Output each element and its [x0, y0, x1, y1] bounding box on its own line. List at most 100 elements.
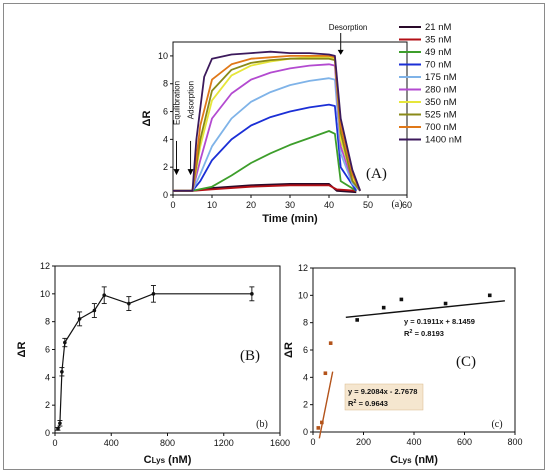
a-x-tick-label-6: 60	[402, 200, 412, 210]
panel-b-chart: 0 400 800 1200 1600 0 2 4 6 8 10 12 (B) (b) CLys (n…	[16, 261, 290, 466]
b-x-tick-label-4: 1600	[270, 438, 290, 448]
panel-a-legend-label-2: 49 nM	[425, 47, 451, 58]
c-x-tick-label-0: 0	[310, 437, 315, 447]
panel-a-y-axis-title: ΔR	[141, 111, 153, 127]
panel-a-series-line-9	[173, 50, 362, 192]
panel-a-annotation-desorption: Desorption	[329, 23, 368, 32]
panel-c-letter: (C)	[456, 354, 476, 370]
panel-b-point-8	[151, 292, 156, 296]
panel-b-point-6	[102, 293, 107, 298]
panel-a-annotation-arrowhead-0	[173, 169, 180, 176]
panel-c-fit-r2-high: R2 = 0.8193	[404, 329, 444, 338]
panel-b-point-3	[63, 340, 67, 345]
panel-b-data	[55, 285, 255, 431]
panel-b-point-0	[56, 427, 60, 431]
a-x-tick-label-2: 20	[246, 200, 256, 210]
panel-c-point-1-0	[355, 318, 359, 322]
panel-c-point-1-3	[443, 301, 448, 306]
panel-a-letter: (A)	[366, 166, 387, 182]
panel-b-point-5	[92, 308, 97, 313]
panel-a-axes: 0 10 20 30 40 50 60 0 2 4 6 8 10	[158, 51, 412, 210]
panel-c-point-1-4	[487, 293, 492, 298]
c-x-tick-label-1: 200	[356, 437, 371, 447]
panel-a-x-axis-title: Time (min)	[262, 213, 318, 225]
b-y-tick-label-1: 2	[45, 400, 50, 410]
c-x-tick-label-2: 400	[406, 437, 421, 447]
panel-c-fit-equation-low-line: y = 9.2084x - 2.7678	[348, 387, 417, 396]
panel-b-x-axis-title-sub: Lys	[152, 456, 166, 465]
panel-a-series-line-3	[173, 103, 358, 192]
a-y-tick-label-2: 4	[163, 134, 168, 144]
panel-a-legend-label-6: 350 nM	[425, 97, 457, 108]
panel-a-series-line-2	[173, 130, 357, 192]
panel-c-x-axis-title-unit: (nM)	[412, 454, 439, 466]
a-x-tick-label-4: 40	[324, 200, 334, 210]
panel-a-legend-label-7: 525 nM	[425, 110, 457, 121]
panel-c-sublabel: (c)	[491, 419, 502, 430]
panel-b-letter: (B)	[240, 348, 260, 364]
panel-c-y-axis-title: ΔR	[283, 342, 295, 358]
a-x-tick-label-3: 30	[285, 200, 295, 210]
panel-c-chart: 0 200 400 600 800 0 2 4 6 8 10 12 y = 9.2084x - 2.7…	[283, 263, 523, 466]
b-y-tick-label-4: 8	[45, 317, 50, 327]
panel-a-series-lines	[173, 50, 362, 194]
a-y-tick-label-1: 2	[163, 162, 168, 172]
panel-a-legend-label-5: 280 nM	[425, 85, 457, 96]
panel-a-annotation-arrowhead-1	[187, 169, 194, 176]
panel-c-fit-line-0	[318, 371, 334, 439]
panel-c-x-axis-title-sub: Lys	[398, 456, 412, 465]
b-x-tick-label-2: 800	[160, 438, 175, 448]
c-y-tick-label-5: 10	[298, 290, 308, 300]
panel-a-legend-label-1: 35 nM	[425, 35, 451, 46]
a-x-tick-label-0: 0	[170, 200, 175, 210]
panel-b-point-9	[250, 292, 254, 296]
c-x-tick-label-4: 800	[507, 437, 522, 447]
a-y-tick-label-3: 6	[163, 107, 168, 117]
panel-a-chart: 0 10 20 30 40 50 60 0 2 4 6 8 10 Equilibration Adsorp…	[141, 22, 462, 225]
c-x-tick-label-3: 600	[457, 437, 472, 447]
panel-c-fit-r2-high-value: = 0.8193	[412, 329, 444, 338]
panel-b-point-1	[58, 421, 62, 426]
panel-a-legend-label-4: 175 nM	[425, 72, 457, 83]
panel-c-point-0-1	[320, 420, 324, 425]
panel-c-fit-equation-high-line: y = 0.1911x + 8.1459	[404, 317, 475, 326]
c-y-tick-label-6: 12	[298, 263, 308, 273]
panel-c-fit-r2-high-exp: 2	[409, 329, 412, 335]
c-y-tick-label-4: 8	[303, 318, 308, 328]
panel-c-fit-line-1	[345, 300, 505, 318]
panel-c-fit-r2-low-main: R	[348, 399, 354, 408]
panel-c-fit-r2-high-main: R	[404, 329, 410, 338]
panel-b-sublabel: (b)	[256, 419, 268, 430]
panel-b-y-axis-title: ΔR	[16, 342, 28, 358]
panel-a-annotation-0: Equilibration	[173, 81, 182, 125]
panel-b-x-axis-title-unit: (nM)	[165, 454, 192, 466]
panel-c-point-1-1	[381, 305, 386, 310]
panel-a-legend-label-0: 21 nM	[425, 22, 451, 33]
c-y-tick-label-0: 0	[303, 427, 308, 437]
panel-c-fit-equation-low: y = 9.2084x - 2.7678 R2 = 0.9643	[344, 383, 424, 411]
panel-c-x-axis-title: CLys (nM)	[390, 454, 438, 466]
panel-c-point-0-2	[323, 371, 328, 376]
panel-a-legend-label-9: 1400 nM	[425, 135, 462, 146]
panel-b-x-axis-title: CLys (nM)	[144, 454, 192, 466]
panel-b-point-2	[60, 369, 64, 374]
panel-c-point-0-3	[328, 341, 333, 345]
a-y-tick-label-5: 10	[158, 51, 168, 61]
panel-b-point-7	[127, 301, 131, 306]
panel-c-fit-r2-low: R2 = 0.9643	[348, 399, 388, 408]
panel-c-data	[316, 293, 505, 439]
panel-a-legend-label-8: 700 nM	[425, 122, 457, 133]
c-y-tick-label-2: 4	[303, 372, 308, 382]
b-y-tick-label-5: 10	[40, 289, 50, 299]
b-x-tick-label-1: 400	[104, 438, 119, 448]
panel-a-annotation-desorption-arrowhead	[337, 49, 344, 55]
a-x-tick-label-1: 10	[207, 200, 217, 210]
c-y-tick-label-3: 6	[303, 345, 308, 355]
a-y-tick-label-4: 8	[163, 79, 168, 89]
panel-a-annotation-1: Adsorption	[187, 81, 196, 119]
b-y-tick-label-0: 0	[45, 428, 50, 438]
b-y-tick-label-3: 6	[45, 345, 50, 355]
panel-c-fit-r2-low-exp: 2	[353, 399, 356, 405]
